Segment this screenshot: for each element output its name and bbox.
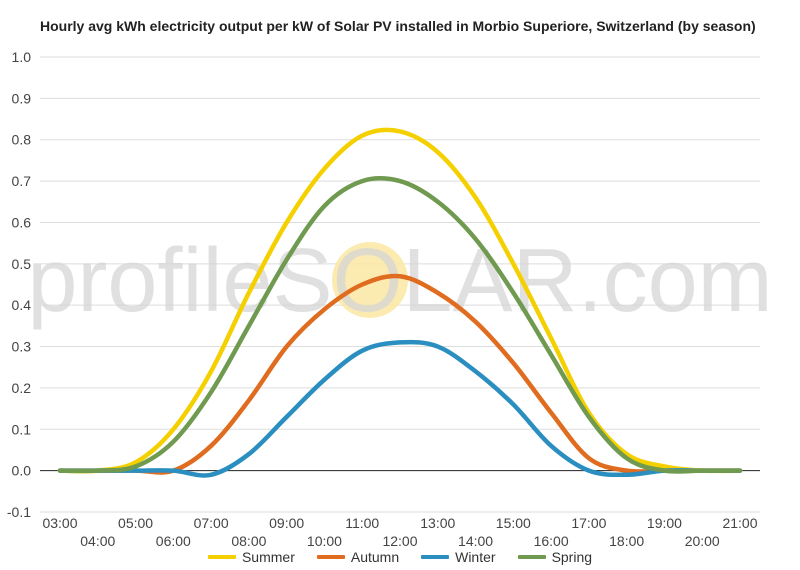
x-tick-label: 06:00: [156, 533, 191, 549]
y-tick-label: 0.6: [12, 214, 32, 230]
x-tick-label: 16:00: [534, 533, 569, 549]
x-tick-label: 12:00: [382, 533, 417, 549]
y-tick-label: 0.1: [12, 421, 32, 437]
legend-item-spring: Spring: [517, 549, 593, 565]
x-tick-label: 07:00: [194, 515, 229, 531]
x-tick-label: 10:00: [307, 533, 342, 549]
x-tick-label: 03:00: [42, 515, 77, 531]
x-tick-label: 11:00: [345, 515, 379, 531]
legend-swatch: [316, 555, 345, 559]
watermark-text: profileSOLAR.com: [27, 231, 772, 331]
x-tick-label: 08:00: [231, 533, 266, 549]
legend-item-autumn: Autumn: [316, 549, 400, 565]
x-tick-label: 13:00: [420, 515, 455, 531]
legend-swatch: [421, 555, 450, 559]
legend-swatch: [207, 555, 236, 559]
y-tick-label: -0.1: [7, 504, 31, 520]
y-tick-label: 0.5: [12, 256, 32, 272]
y-tick-label: 0.0: [12, 463, 32, 479]
x-tick-label: 04:00: [80, 533, 115, 549]
series-line-spring: [57, 175, 743, 474]
x-tick-label: 09:00: [269, 515, 304, 531]
x-tick-label: 18:00: [609, 533, 644, 549]
y-tick-label: 0.2: [12, 380, 32, 396]
chart-legend: Summer Autumn Winter Spring: [0, 549, 800, 565]
legend-item-winter: Winter: [421, 549, 496, 565]
legend-item-summer: Summer: [207, 549, 295, 565]
x-tick-label: 19:00: [647, 515, 682, 531]
x-tick-label: 05:00: [118, 515, 153, 531]
y-tick-label: 0.4: [12, 297, 32, 313]
legend-label: Spring: [551, 549, 593, 565]
y-tick-label: 1.0: [12, 49, 32, 65]
y-tick-label: 0.9: [12, 90, 32, 106]
series-line-summer: [57, 127, 743, 474]
y-tick-label: 0.7: [12, 173, 32, 189]
x-tick-label: 15:00: [496, 515, 531, 531]
y-tick-label: 0.3: [12, 339, 32, 355]
legend-label: Winter: [455, 549, 496, 565]
legend-label: Summer: [241, 549, 295, 565]
y-tick-label: 0.8: [12, 132, 32, 148]
chart-title: Hourly avg kWh electricity output per kW…: [40, 18, 756, 34]
x-tick-label: 17:00: [571, 515, 606, 531]
series-line-winter: [57, 339, 743, 478]
legend-label: Autumn: [350, 549, 400, 565]
x-tick-label: 21:00: [722, 515, 757, 531]
x-tick-label: 20:00: [685, 533, 720, 549]
x-tick-label: 14:00: [458, 533, 493, 549]
legend-swatch: [517, 555, 546, 559]
